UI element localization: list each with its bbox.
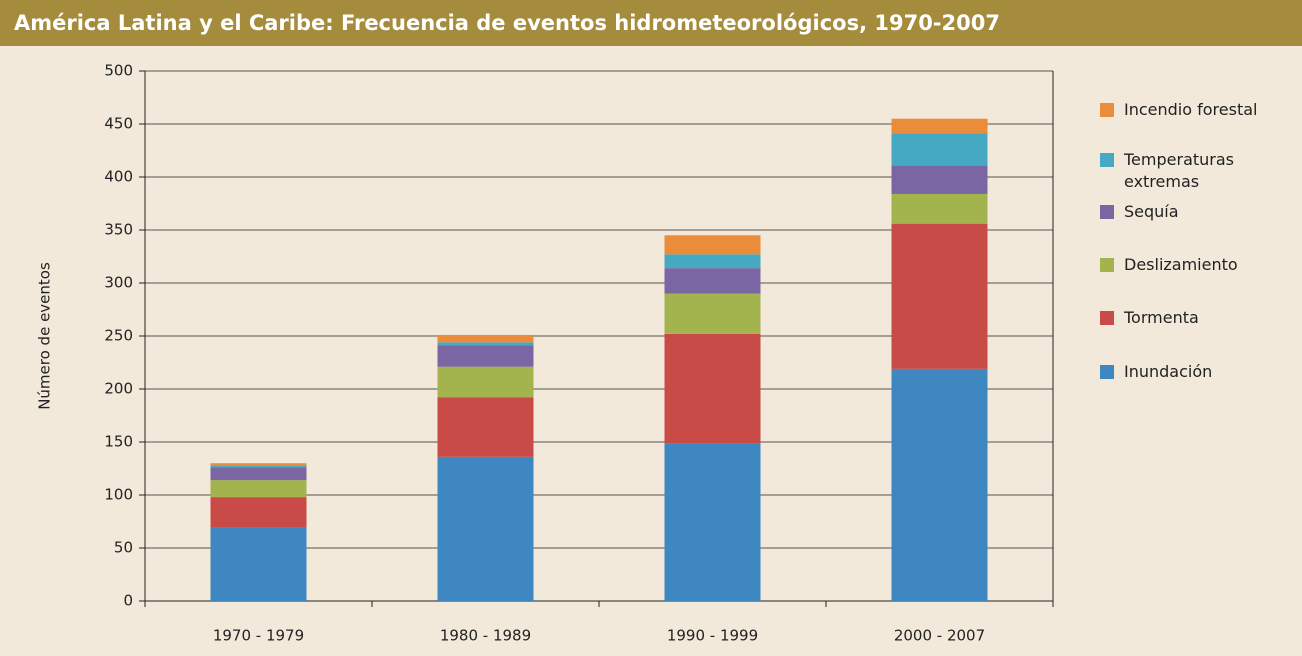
bar-segment xyxy=(210,463,307,466)
bar-segment xyxy=(664,293,761,334)
y-tick-label: 0 xyxy=(123,592,133,610)
x-tick-label: 1990 - 1999 xyxy=(667,627,758,645)
legend-label: Deslizamiento xyxy=(1124,255,1238,274)
bar-segment xyxy=(891,165,988,194)
bar-segment xyxy=(437,342,534,346)
legend-swatch xyxy=(1100,153,1114,167)
legend-entry: Tormenta xyxy=(1100,307,1299,329)
y-tick-label: 50 xyxy=(114,539,133,557)
y-tick-label: 400 xyxy=(104,168,133,186)
bar-segment xyxy=(210,465,307,468)
y-tick-label: 200 xyxy=(104,380,133,398)
bar-segment xyxy=(664,268,761,294)
y-tick-label: 350 xyxy=(104,221,133,239)
bar-segment xyxy=(437,345,534,367)
bar-segment xyxy=(210,467,307,481)
bar-segment xyxy=(891,193,988,224)
legend-swatch xyxy=(1100,258,1114,272)
legend-label: Tormenta xyxy=(1124,308,1199,327)
bar-segment xyxy=(664,333,761,444)
bar-segment xyxy=(210,497,307,528)
bar-segment xyxy=(891,118,988,134)
bar-segment xyxy=(210,480,307,498)
bar-segment xyxy=(437,456,534,601)
chart-title: América Latina y el Caribe: Frecuencia d… xyxy=(0,0,1302,46)
y-tick-label: 300 xyxy=(104,274,133,292)
legend-label: Temperaturas extremas xyxy=(1124,150,1234,191)
legend-entry: Incendio forestal xyxy=(1100,99,1299,121)
x-tick-label: 2000 - 2007 xyxy=(894,627,985,645)
y-tick-label: 500 xyxy=(104,62,133,80)
legend-entry: Inundación xyxy=(1100,361,1299,383)
bar-segment xyxy=(210,527,307,601)
legend-swatch xyxy=(1100,311,1114,325)
legend-swatch xyxy=(1100,365,1114,379)
bar-segment xyxy=(664,443,761,601)
legend-label: Incendio forestal xyxy=(1124,100,1258,119)
x-tick-label: 1970 - 1979 xyxy=(213,627,304,645)
y-tick-label: 100 xyxy=(104,486,133,504)
bar-segment xyxy=(437,366,534,398)
bar-segment xyxy=(437,397,534,457)
bar-segment xyxy=(891,368,988,601)
bar-segment xyxy=(664,235,761,255)
legend-swatch xyxy=(1100,103,1114,117)
legend-entry: Temperaturas extremas xyxy=(1100,149,1299,193)
legend-label: Inundación xyxy=(1124,362,1213,381)
bar-segment xyxy=(891,133,988,166)
legend-entry: Deslizamiento xyxy=(1100,254,1299,276)
y-tick-label: 450 xyxy=(104,115,133,133)
bar-segment xyxy=(664,254,761,269)
bar-segment xyxy=(891,223,988,369)
y-tick-label: 150 xyxy=(104,433,133,451)
legend-entry: Sequía xyxy=(1100,201,1299,223)
y-tick-label: 250 xyxy=(104,327,133,345)
legend-label: Sequía xyxy=(1124,202,1179,221)
legend-swatch xyxy=(1100,205,1114,219)
y-axis-label: Número de eventos xyxy=(36,262,54,410)
bar-segment xyxy=(437,334,534,343)
x-tick-label: 1980 - 1989 xyxy=(440,627,531,645)
